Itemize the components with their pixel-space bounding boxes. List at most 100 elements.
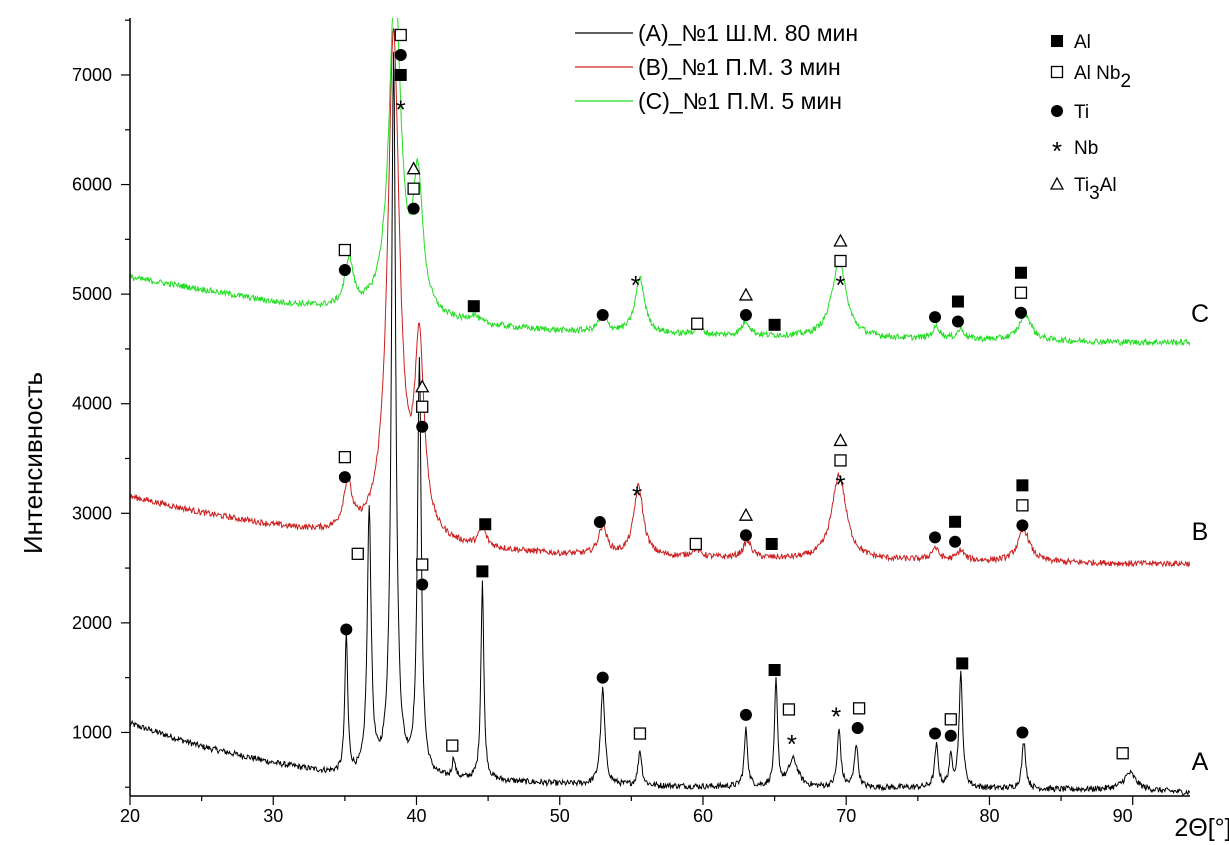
alnb2-marker bbox=[1014, 286, 1028, 299]
ti3al-marker bbox=[738, 287, 754, 301]
alnb2-marker bbox=[834, 254, 847, 268]
phase-legend-label: Ti bbox=[1074, 102, 1089, 123]
x-axis-label: 2Θ[°] bbox=[1174, 814, 1229, 842]
phase-legend-tail: Al bbox=[1100, 175, 1117, 196]
y-tick-label: 3000 bbox=[72, 503, 112, 523]
ti3al-marker bbox=[1049, 176, 1065, 190]
ti-marker bbox=[951, 315, 964, 328]
alnb2-marker bbox=[852, 702, 866, 715]
ti-marker bbox=[949, 535, 962, 548]
x-tick-label: 40 bbox=[406, 806, 426, 826]
al-marker bbox=[949, 515, 962, 528]
y-tick-label: 1000 bbox=[72, 722, 112, 742]
alnb2-marker bbox=[407, 182, 420, 195]
series-c-line bbox=[130, 18, 1190, 347]
ti-marker bbox=[929, 311, 942, 324]
al-marker bbox=[479, 518, 492, 531]
al-marker bbox=[1014, 266, 1027, 279]
x-tick-label: 30 bbox=[263, 806, 283, 826]
nb-marker: * bbox=[787, 729, 797, 759]
ti-marker bbox=[929, 727, 942, 740]
alnb2-marker bbox=[834, 454, 847, 467]
alnb2-marker bbox=[782, 703, 796, 716]
alnb2-marker bbox=[944, 713, 957, 726]
nb-marker: * bbox=[1052, 136, 1062, 166]
ti3al-marker bbox=[415, 379, 430, 393]
x-tick-label: 60 bbox=[693, 806, 713, 826]
x-tick-label: 20 bbox=[120, 806, 140, 826]
al-marker bbox=[768, 318, 781, 331]
series-curves bbox=[130, 18, 1190, 796]
peak-annotations: * * * * * * * bbox=[338, 28, 1129, 760]
series-end-label-c: C bbox=[1191, 300, 1209, 328]
legend-label: (C)_№1 П.М. 5 мин bbox=[638, 88, 842, 114]
nb-marker: * bbox=[631, 270, 641, 300]
y-tick-label: 4000 bbox=[72, 394, 112, 414]
ti-marker bbox=[394, 48, 407, 61]
nb-marker: * bbox=[835, 469, 845, 499]
ti3al-marker bbox=[406, 161, 421, 175]
alnb2-marker bbox=[633, 727, 647, 740]
al-marker bbox=[768, 663, 781, 676]
ti-marker bbox=[1051, 105, 1063, 117]
y-axis-label: Интенсивность bbox=[18, 372, 48, 554]
ti-marker bbox=[739, 708, 752, 721]
phase-legend-subscript: 3 bbox=[1089, 183, 1100, 204]
al-marker bbox=[394, 68, 407, 81]
al-marker bbox=[956, 657, 969, 670]
ti-marker bbox=[596, 308, 609, 321]
axes: 20 30 40 50 60 70 80 90 1000 2000 3000 4000 5000 6000… bbox=[72, 18, 1190, 826]
nb-marker: * bbox=[632, 480, 642, 510]
phase-legend-label: Al bbox=[1074, 32, 1091, 53]
x-tick-label: 80 bbox=[979, 806, 999, 826]
series-b-line bbox=[130, 28, 1190, 568]
phase-legend-subscript: 2 bbox=[1120, 71, 1131, 92]
series-a-line bbox=[130, 51, 1190, 796]
ti3al-marker bbox=[833, 433, 848, 447]
al-marker bbox=[467, 300, 480, 313]
ti3al-marker bbox=[738, 507, 754, 521]
al-marker bbox=[765, 537, 778, 550]
alnb2-marker bbox=[338, 450, 352, 464]
alnb2-marker bbox=[351, 547, 364, 560]
y-tick-label: 2000 bbox=[72, 613, 112, 633]
alnb2-marker bbox=[338, 243, 352, 257]
ti-marker bbox=[338, 264, 351, 277]
al-marker bbox=[1051, 35, 1063, 47]
alnb2-marker bbox=[416, 400, 429, 413]
alnb2-marker bbox=[1016, 499, 1029, 512]
al-marker bbox=[1016, 479, 1029, 492]
ti-marker bbox=[416, 578, 429, 591]
nb-marker: * bbox=[831, 702, 841, 732]
y-tick-label: 5000 bbox=[72, 284, 112, 304]
alnb2-marker bbox=[689, 537, 702, 551]
ti-marker bbox=[739, 308, 752, 321]
ti-marker bbox=[596, 671, 609, 684]
ti-marker bbox=[593, 516, 606, 529]
nb-marker: * bbox=[396, 95, 406, 125]
y-tick-label: 7000 bbox=[72, 65, 112, 85]
ti-marker bbox=[416, 420, 429, 433]
ti-marker bbox=[739, 529, 752, 542]
alnb2-marker bbox=[691, 317, 704, 330]
alnb2-marker bbox=[1116, 747, 1129, 760]
series-end-label-a: A bbox=[1192, 748, 1209, 776]
ti-marker bbox=[1016, 726, 1029, 739]
alnb2-marker bbox=[416, 558, 429, 571]
ti-marker bbox=[944, 729, 957, 742]
ti-marker bbox=[929, 531, 942, 544]
ti-marker bbox=[338, 471, 351, 484]
ti-marker bbox=[851, 722, 864, 735]
legend-label: (A)_№1 Ш.М. 80 мин bbox=[638, 20, 858, 46]
ti-marker bbox=[1014, 306, 1027, 319]
nb-marker: * bbox=[835, 270, 845, 300]
x-tick-label: 70 bbox=[836, 806, 856, 826]
x-tick-label: 90 bbox=[1113, 806, 1133, 826]
x-tick-label: 50 bbox=[550, 806, 570, 826]
legend: (A)_№1 Ш.М. 80 мин (B)_№1 П.М. 3 мин (C)_№… bbox=[575, 20, 858, 114]
ti-marker bbox=[1016, 519, 1029, 532]
alnb2-marker bbox=[1050, 65, 1064, 79]
phase-legend-label: Nb bbox=[1074, 138, 1098, 159]
legend-label: (B)_№1 П.М. 3 мин bbox=[638, 54, 841, 80]
